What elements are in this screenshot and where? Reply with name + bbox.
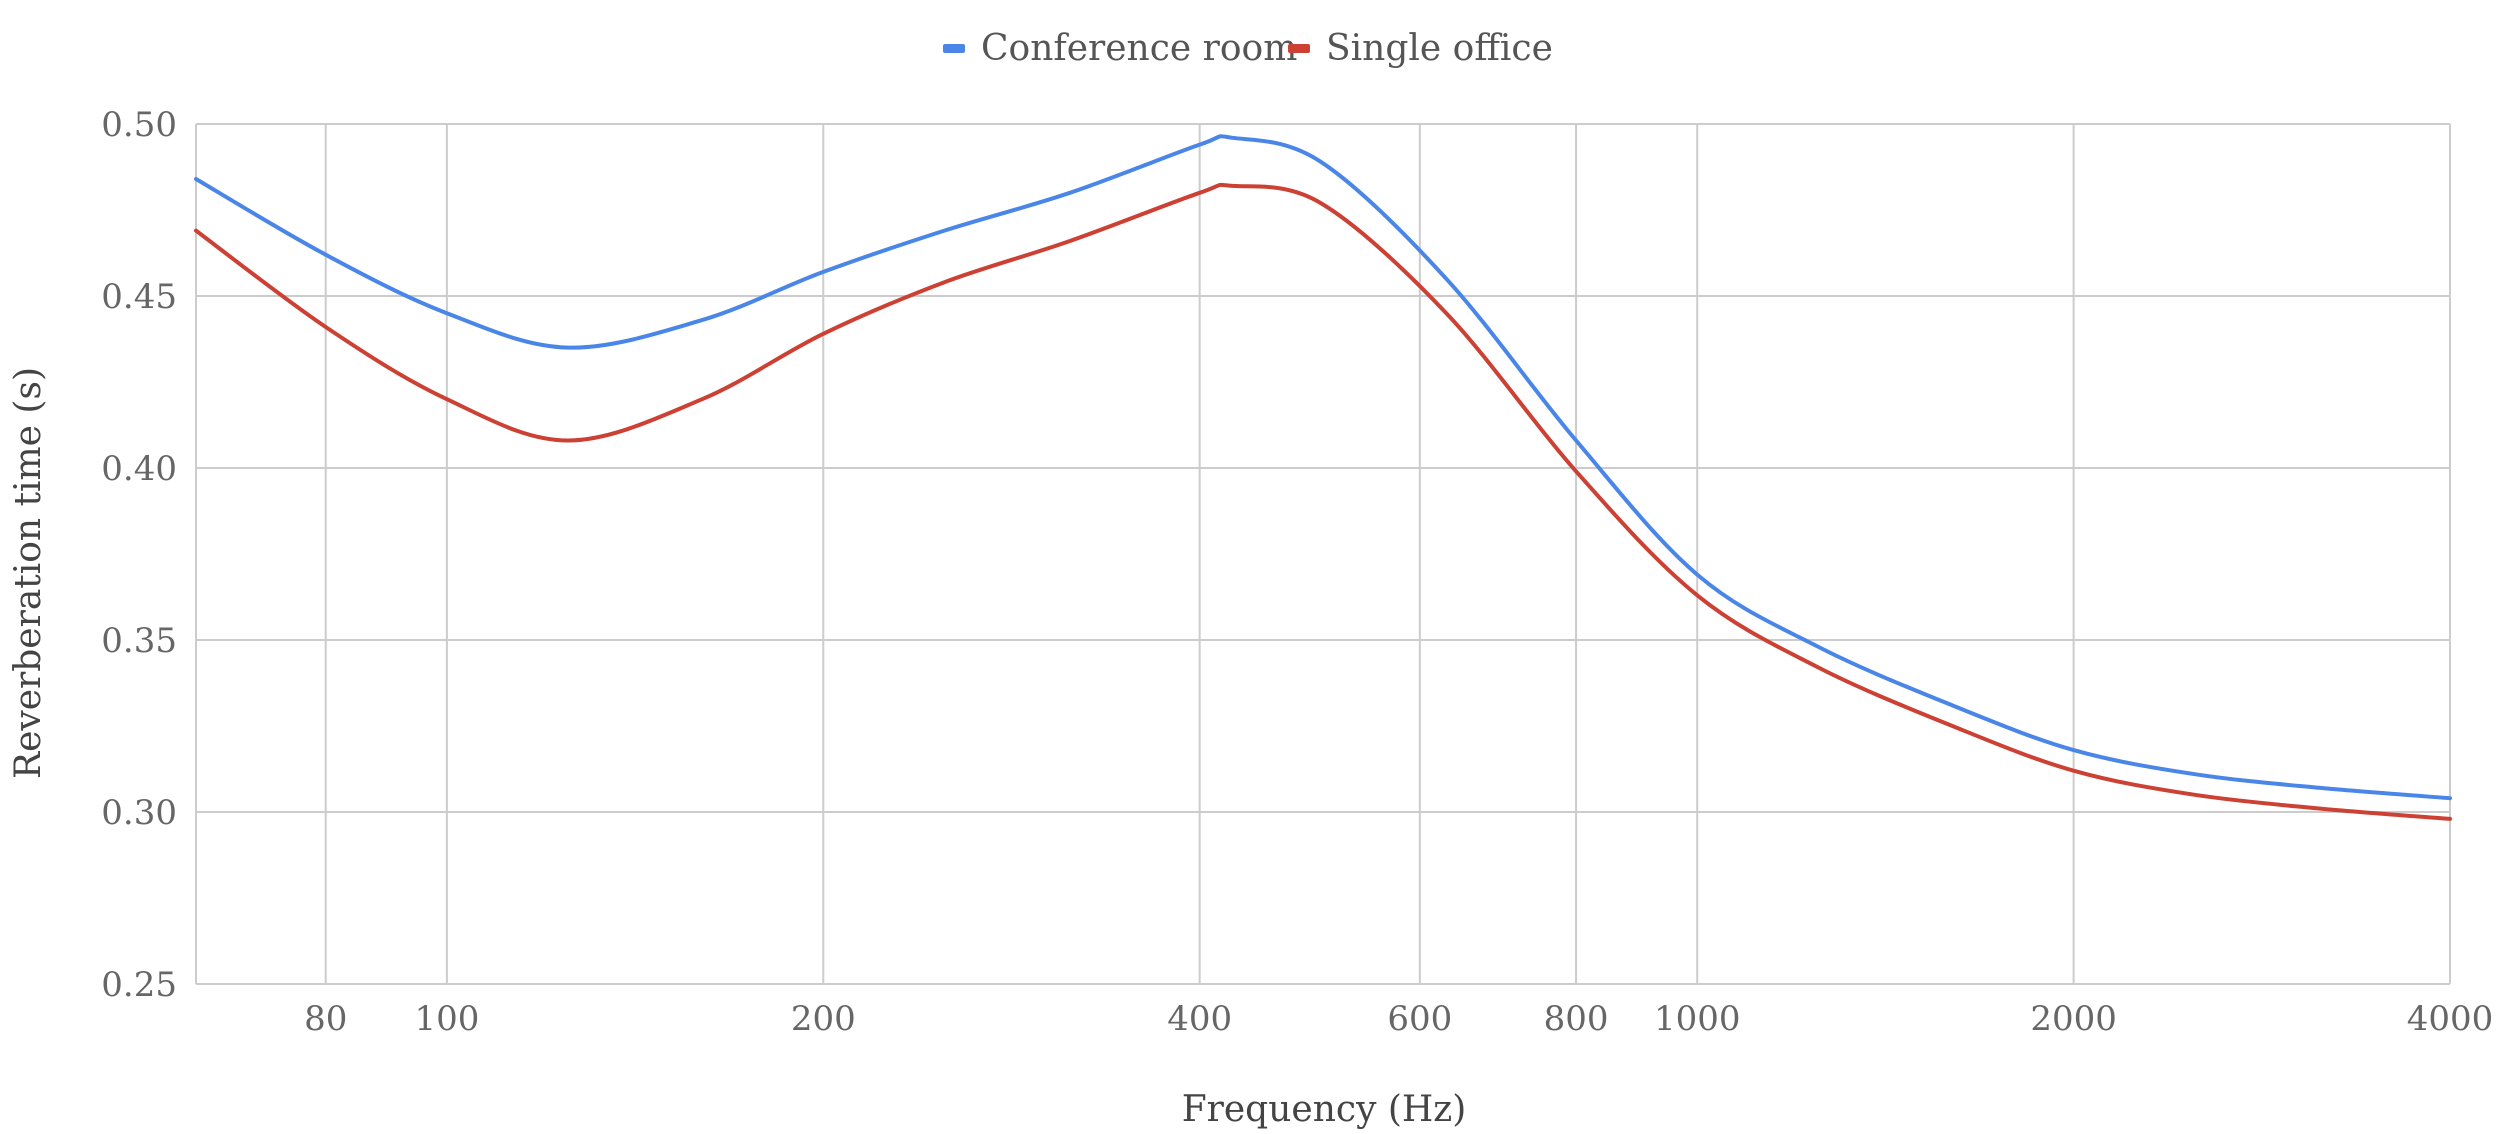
gridlines: [195, 123, 2451, 985]
x-tick-label: 1000: [1654, 999, 1741, 1039]
series-lines: [194, 134, 2452, 821]
y-axis-title: Reverberation time (s): [8, 367, 49, 779]
legend: Conference room Single office: [943, 28, 1553, 69]
x-tick-label: 600: [1387, 999, 1452, 1039]
y-tick-label: 0.45: [101, 277, 177, 317]
x-tick-label: 200: [791, 999, 856, 1039]
tick-labels: 0.25 0.30 0.35 0.40 0.45 0.50 80 100 200 400 600 80…: [101, 105, 2493, 1039]
series-line-conference-room: [194, 134, 2452, 801]
y-tick-label: 0.25: [101, 965, 177, 1005]
y-tick-label: 0.50: [101, 105, 177, 145]
y-tick-label: 0.30: [101, 793, 177, 833]
x-tick-label: 4000: [2407, 999, 2494, 1039]
y-tick-label: 0.35: [101, 621, 177, 661]
x-axis-title: Frequency (Hz): [1182, 1089, 1467, 1130]
y-tick-label: 0.40: [101, 449, 177, 489]
legend-label-single-office: Single office: [1326, 28, 1553, 69]
legend-label-conference-room: Conference room: [981, 28, 1297, 69]
x-tick-label: 2000: [2030, 999, 2117, 1039]
x-tick-label: 100: [414, 999, 479, 1039]
legend-swatch-single-office: [1288, 44, 1310, 53]
x-tick-label: 400: [1167, 999, 1232, 1039]
series-line-single-office: [194, 182, 2452, 821]
x-tick-label: 80: [304, 999, 347, 1039]
legend-swatch-conference-room: [943, 44, 965, 53]
x-tick-label: 800: [1544, 999, 1609, 1039]
